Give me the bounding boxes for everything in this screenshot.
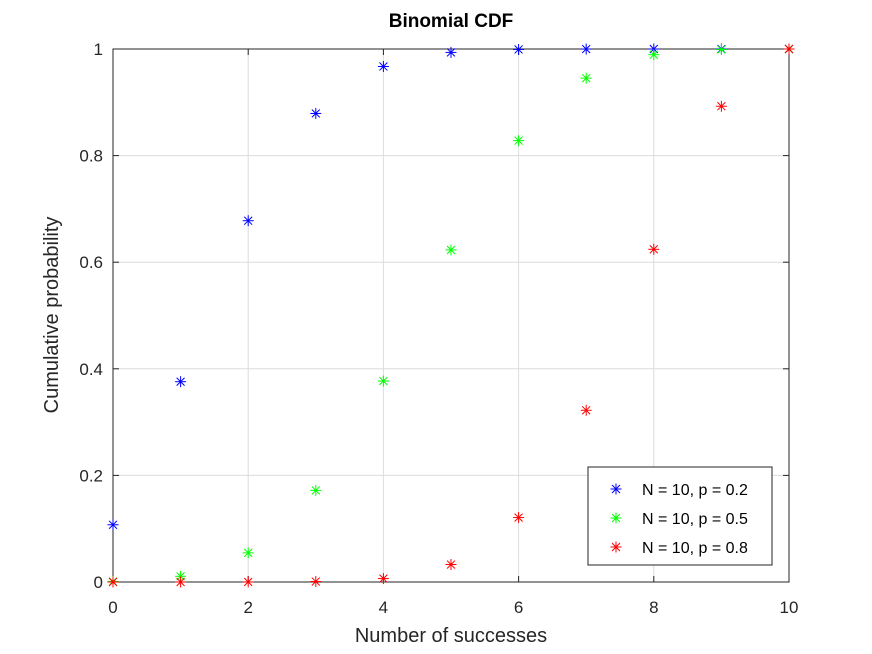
y-tick-label: 1: [94, 40, 103, 59]
legend-entry: N = 10, p = 0.5: [610, 511, 748, 528]
data-point: [445, 559, 457, 571]
data-point: [310, 484, 322, 496]
y-tick-label: 0.6: [79, 253, 103, 272]
data-point: [513, 512, 525, 524]
y-tick-label: 0: [94, 573, 103, 592]
data-point: [783, 43, 795, 55]
data-points: [107, 43, 795, 588]
y-tick-label: 0.2: [79, 466, 103, 485]
data-point: [377, 573, 389, 585]
data-point: [715, 44, 727, 56]
chart-title: Binomial CDF: [389, 11, 514, 32]
data-point: [377, 375, 389, 387]
data-point: [175, 576, 187, 588]
legend-label: N = 10, p = 0.2: [642, 482, 748, 499]
x-tick-label: 6: [514, 598, 523, 617]
x-tick-label: 10: [780, 598, 799, 617]
x-tick-label: 8: [649, 598, 658, 617]
data-point: [242, 576, 254, 588]
data-point: [648, 243, 660, 255]
data-point: [580, 404, 592, 416]
data-point: [175, 376, 187, 388]
legend-marker: [610, 541, 622, 553]
data-point: [580, 43, 592, 55]
x-tick-label: 2: [243, 598, 252, 617]
legend: N = 10, p = 0.2 N = 10, p = 0.5 N = 10, p …: [587, 466, 773, 566]
legend-marker: [610, 512, 622, 524]
data-point: [580, 72, 592, 84]
y-axis-label: Cumulative probability: [41, 217, 63, 414]
legend-entry: N = 10, p = 0.8: [610, 540, 748, 557]
legend-marker: [610, 483, 622, 495]
y-tick-label: 0.8: [79, 147, 103, 166]
data-point: [310, 107, 322, 119]
series-p0-8: [107, 43, 795, 588]
data-point: [310, 576, 322, 588]
data-point: [445, 46, 457, 58]
data-point: [648, 49, 660, 61]
data-point: [242, 547, 254, 559]
data-point: [513, 43, 525, 55]
legend-label: N = 10, p = 0.8: [642, 540, 748, 557]
legend-label: N = 10, p = 0.5: [642, 511, 748, 528]
x-tick-label: 4: [379, 598, 388, 617]
data-point: [107, 576, 119, 588]
data-point: [715, 100, 727, 112]
x-axis-label: Number of successes: [355, 625, 547, 647]
data-point: [107, 519, 119, 531]
data-point: [377, 60, 389, 72]
data-point: [513, 135, 525, 147]
data-point: [242, 215, 254, 227]
x-tick-label: 0: [108, 598, 117, 617]
y-tick-label: 0.4: [79, 360, 103, 379]
legend-entry: N = 10, p = 0.2: [610, 482, 748, 499]
data-point: [445, 244, 457, 256]
